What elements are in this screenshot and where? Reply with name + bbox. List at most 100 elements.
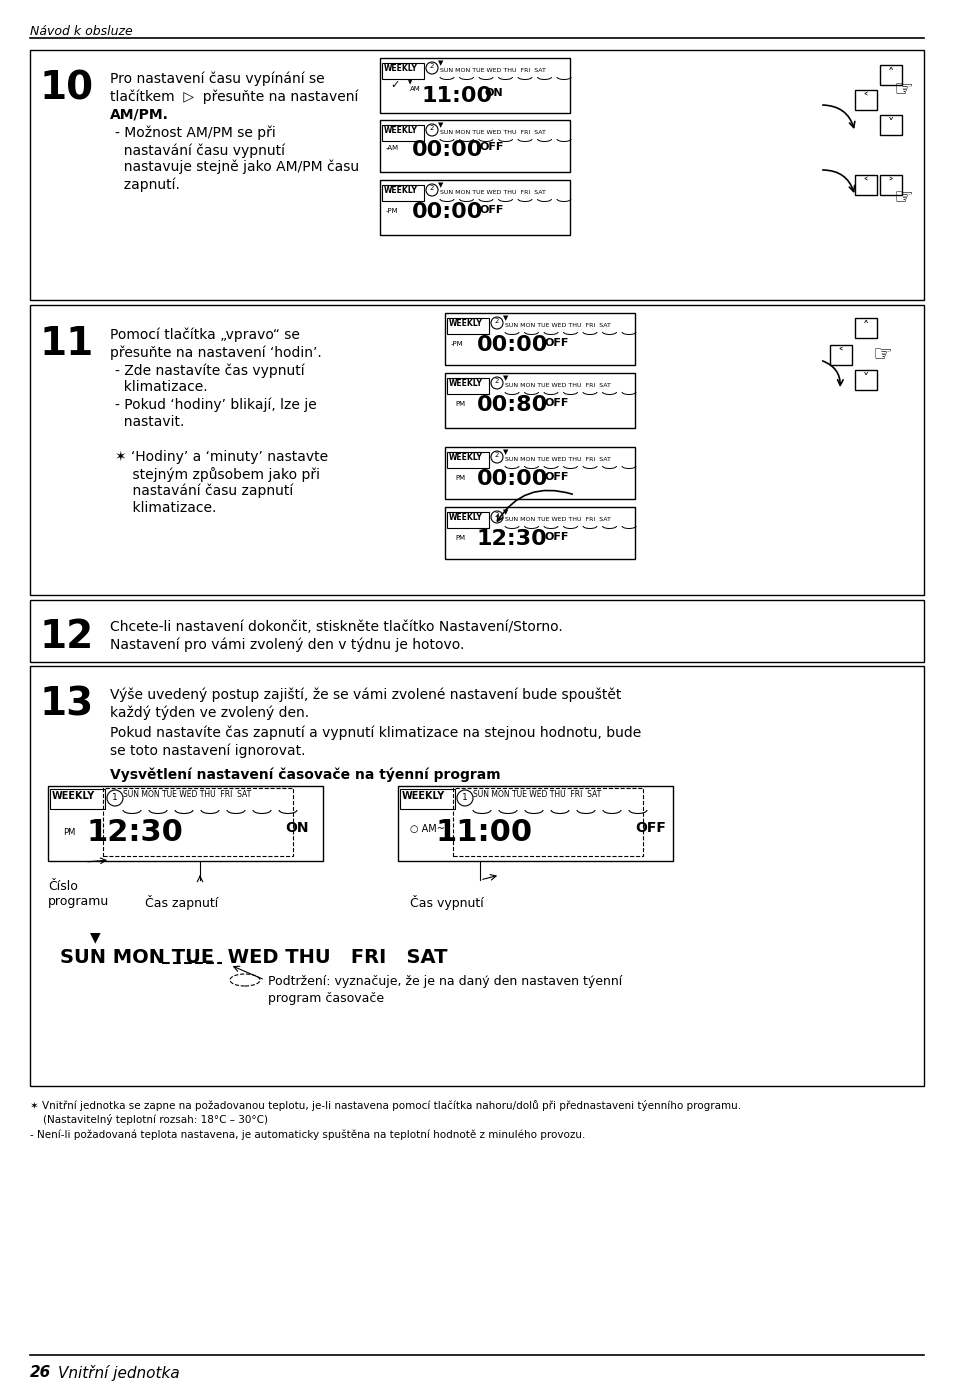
Text: tlačítkem  ▷  přesuňte na nastavení: tlačítkem ▷ přesuňte na nastavení	[110, 90, 358, 105]
Text: 00:80: 00:80	[476, 395, 548, 414]
Text: ▼: ▼	[502, 315, 508, 321]
Text: ˂: ˂	[837, 347, 843, 360]
Text: 1: 1	[112, 792, 117, 802]
Text: WEEKLY: WEEKLY	[384, 64, 417, 73]
FancyBboxPatch shape	[397, 785, 672, 861]
Text: OFF: OFF	[479, 141, 504, 153]
Text: - Možnost AM/PM se při: - Možnost AM/PM se při	[115, 126, 275, 140]
Text: nastavit.: nastavit.	[115, 414, 184, 428]
Text: PM: PM	[455, 535, 465, 540]
FancyBboxPatch shape	[829, 344, 851, 365]
FancyBboxPatch shape	[444, 372, 635, 428]
Text: SUN MON TUE  WED THU   FRI   SAT: SUN MON TUE WED THU FRI SAT	[60, 948, 447, 967]
Text: SUN MON TUE WED THU  FRI  SAT: SUN MON TUE WED THU FRI SAT	[504, 323, 610, 328]
Text: 2: 2	[429, 63, 434, 69]
Text: programu: programu	[48, 895, 110, 909]
Text: Chcete-li nastavení dokončit, stiskněte tlačítko Nastavení/Storno.: Chcete-li nastavení dokončit, stiskněte …	[110, 620, 562, 634]
FancyBboxPatch shape	[48, 785, 323, 861]
Text: zapnutí.: zapnutí.	[115, 176, 180, 192]
Text: ○ AM~: ○ AM~	[410, 825, 444, 834]
Text: WEEKLY: WEEKLY	[52, 791, 95, 801]
FancyBboxPatch shape	[30, 50, 923, 300]
Text: - Zde nastavíte čas vypnutí: - Zde nastavíte čas vypnutí	[115, 363, 304, 378]
FancyBboxPatch shape	[381, 185, 423, 202]
Text: 00:00: 00:00	[412, 140, 483, 160]
Text: ˂: ˂	[862, 92, 868, 105]
Text: Výše uvedený postup zajiští, že se vámi zvolené nastavení bude spouštět: Výše uvedený postup zajiští, že se vámi …	[110, 687, 620, 703]
FancyBboxPatch shape	[381, 125, 423, 141]
Text: -PM: -PM	[386, 209, 398, 214]
Text: Vysvětlení nastavení časovače na týenní program: Vysvětlení nastavení časovače na týenní …	[110, 769, 500, 783]
Text: ▼: ▼	[502, 449, 508, 455]
FancyBboxPatch shape	[30, 601, 923, 662]
Text: Podtržení: vyznačuje, že je na daný den nastaven týenní: Podtržení: vyznačuje, že je na daný den …	[268, 974, 621, 988]
Text: ˂: ˂	[862, 176, 868, 190]
Text: 11:00: 11:00	[421, 85, 493, 106]
Text: ˅: ˅	[887, 118, 893, 130]
Text: - Pokud ‘hodiny’ blikají, lze je: - Pokud ‘hodiny’ blikají, lze je	[115, 398, 316, 413]
FancyBboxPatch shape	[379, 120, 569, 172]
FancyBboxPatch shape	[879, 115, 901, 134]
Text: 1: 1	[461, 792, 467, 802]
Text: ON: ON	[285, 820, 308, 834]
Text: 00:00: 00:00	[476, 469, 548, 489]
Text: WEEKLY: WEEKLY	[384, 126, 417, 134]
Text: - Není-li požadovaná teplota nastavena, je automaticky spuštěna na teplotní hodn: - Není-li požadovaná teplota nastavena, …	[30, 1130, 585, 1141]
Text: ✶ Vnitřní jednotka se zapne na požadovanou teplotu, je-li nastavena pomocí tlačí: ✶ Vnitřní jednotka se zapne na požadovan…	[30, 1100, 740, 1112]
Text: 26: 26	[30, 1365, 51, 1380]
Text: klimatizace.: klimatizace.	[115, 379, 208, 393]
FancyBboxPatch shape	[30, 305, 923, 595]
Text: WEEKLY: WEEKLY	[449, 319, 482, 328]
Text: SUN MON TUE WED THU  FRI  SAT: SUN MON TUE WED THU FRI SAT	[504, 384, 610, 388]
Text: ▼: ▼	[437, 122, 443, 127]
Text: 2: 2	[494, 452, 498, 458]
Text: OFF: OFF	[635, 820, 665, 834]
FancyBboxPatch shape	[854, 90, 876, 111]
Text: OFF: OFF	[544, 398, 569, 407]
Text: 2: 2	[429, 125, 434, 132]
Text: ▼: ▼	[90, 930, 100, 944]
Text: každý týden ve zvolený den.: každý týden ve zvolený den.	[110, 706, 309, 721]
FancyBboxPatch shape	[879, 175, 901, 195]
Text: 2: 2	[429, 185, 434, 190]
Text: ✓: ✓	[390, 80, 399, 90]
Text: SUN MON TUE WED THU  FRI  SAT: SUN MON TUE WED THU FRI SAT	[123, 790, 251, 799]
Text: Číslo: Číslo	[48, 881, 78, 893]
Text: PM: PM	[455, 475, 465, 482]
Text: přesuňte na nastavení ‘hodin’.: přesuňte na nastavení ‘hodin’.	[110, 344, 321, 360]
Text: 2: 2	[494, 378, 498, 384]
Text: nastavání času vypnutí: nastavání času vypnutí	[115, 143, 285, 158]
FancyBboxPatch shape	[447, 378, 489, 393]
Text: Návod k obsluze: Návod k obsluze	[30, 25, 132, 38]
Text: Vnitřní jednotka: Vnitřní jednotka	[58, 1365, 179, 1380]
FancyBboxPatch shape	[444, 314, 635, 365]
Text: 2: 2	[494, 512, 498, 518]
FancyBboxPatch shape	[50, 790, 105, 809]
Text: -AM: -AM	[386, 146, 398, 151]
Text: WEEKLY: WEEKLY	[401, 791, 445, 801]
Text: ˄: ˄	[887, 67, 893, 80]
FancyBboxPatch shape	[879, 64, 901, 85]
Text: WEEKLY: WEEKLY	[449, 454, 482, 462]
Text: ▼: ▼	[437, 182, 443, 188]
Text: Pomocí tlačítka „vpravo“ se: Pomocí tlačítka „vpravo“ se	[110, 328, 299, 342]
Text: 11:00: 11:00	[436, 818, 533, 847]
FancyBboxPatch shape	[381, 63, 423, 78]
FancyBboxPatch shape	[379, 57, 569, 113]
Text: ˅: ˅	[862, 372, 868, 385]
Text: SUN MON TUE WED THU  FRI  SAT: SUN MON TUE WED THU FRI SAT	[473, 790, 600, 799]
Text: ▼: ▼	[502, 375, 508, 381]
Text: WEEKLY: WEEKLY	[384, 186, 417, 195]
Text: PM: PM	[455, 400, 465, 407]
Text: SUN MON TUE WED THU  FRI  SAT: SUN MON TUE WED THU FRI SAT	[439, 69, 545, 73]
FancyBboxPatch shape	[447, 452, 489, 468]
FancyBboxPatch shape	[379, 181, 569, 235]
Text: (Nastavitelný teplotní rozsah: 18°C – 30°C): (Nastavitelný teplotní rozsah: 18°C – 30…	[30, 1114, 268, 1126]
Text: ☞: ☞	[892, 80, 912, 99]
Text: ✶ ‘Hodiny’ a ‘minuty’ nastavte: ✶ ‘Hodiny’ a ‘minuty’ nastavte	[115, 449, 328, 463]
Text: Pokud nastavíte čas zapnutí a vypnutí klimatizace na stejnou hodnotu, bude: Pokud nastavíte čas zapnutí a vypnutí kl…	[110, 727, 640, 741]
Text: PM: PM	[63, 827, 75, 837]
Text: nastavuje stejně jako AM/PM času: nastavuje stejně jako AM/PM času	[115, 160, 358, 175]
Text: 12:30: 12:30	[476, 529, 547, 549]
Text: OFF: OFF	[479, 204, 504, 216]
